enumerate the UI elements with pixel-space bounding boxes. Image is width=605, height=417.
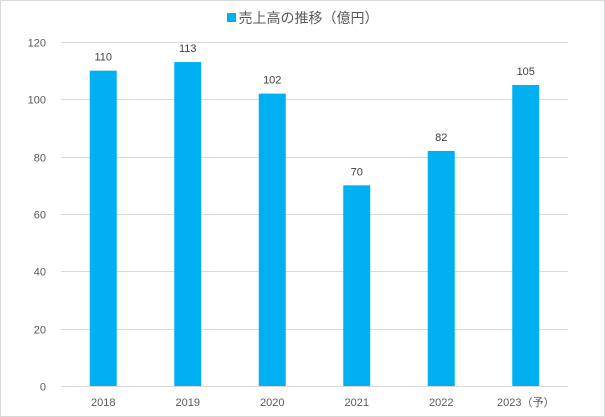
y-tick-label: 60 <box>34 210 46 222</box>
y-tick-label: 40 <box>34 267 46 279</box>
y-tick-label: 20 <box>34 325 46 337</box>
x-tick-label: 2023（予） <box>497 396 554 409</box>
bar <box>427 150 455 386</box>
legend-swatch <box>226 13 236 22</box>
data-label: 110 <box>94 52 112 64</box>
y-tick-label: 0 <box>40 382 46 394</box>
bar <box>512 85 540 386</box>
x-tick-label: 2022 <box>429 397 453 409</box>
data-label: 113 <box>179 43 197 55</box>
x-tick-label: 2021 <box>345 397 369 409</box>
x-tick-label: 2019 <box>176 397 200 409</box>
bar <box>343 185 371 386</box>
y-tick-label: 120 <box>28 38 46 50</box>
x-tick-label: 2018 <box>91 397 115 409</box>
bar <box>89 70 117 387</box>
y-tick-label: 80 <box>34 153 46 165</box>
x-tick-label: 2020 <box>260 397 284 409</box>
data-label: 105 <box>517 66 535 78</box>
legend-label: 売上高の推移（億円） <box>238 11 379 27</box>
bar <box>258 93 286 386</box>
legend: 売上高の推移（億円） <box>0 8 605 28</box>
y-tick-label: 100 <box>28 95 46 107</box>
data-label: 70 <box>351 166 363 178</box>
bar <box>174 62 202 387</box>
data-label: 82 <box>435 132 447 144</box>
data-label: 102 <box>263 75 281 87</box>
